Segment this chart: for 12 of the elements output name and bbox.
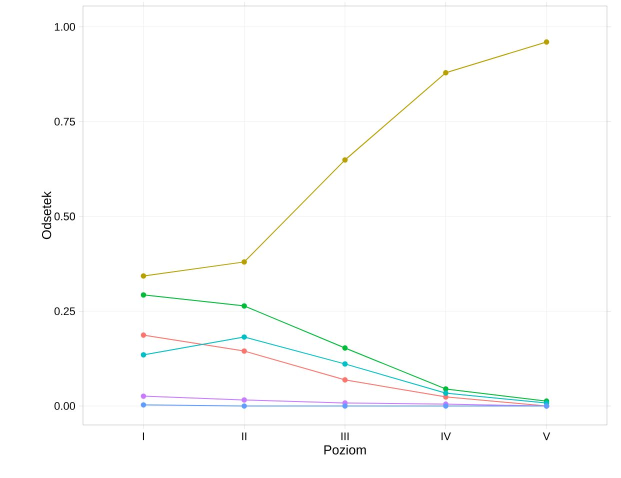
x-tick-label: V (542, 432, 550, 440)
y-tick-label: 0.00 (54, 402, 76, 410)
x-tick-label: III (341, 432, 349, 440)
x-tick-label: II (242, 432, 246, 440)
x-tick-label: IV (442, 432, 451, 440)
y-tick-label: 0.25 (54, 307, 75, 316)
x-tick-label: I (142, 432, 144, 440)
y-axis-title: Odsetek (42, 191, 52, 240)
y-tick-label: 1.00 (54, 22, 76, 31)
x-axis-title: Poziom (324, 444, 366, 454)
y-tick-label: 0.75 (54, 118, 75, 126)
y-tick-label: 0.50 (54, 212, 76, 220)
